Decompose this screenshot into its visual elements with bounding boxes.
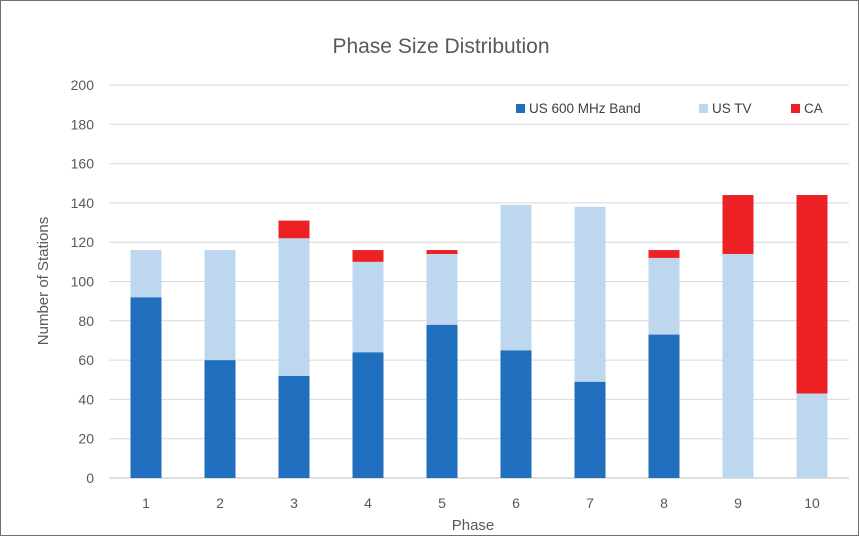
bar-segment	[204, 360, 236, 478]
legend-label: CA	[804, 101, 823, 116]
x-tick-label: 6	[512, 495, 520, 511]
y-tick-label: 0	[86, 470, 94, 486]
x-axis-ticks: 1 2 3 4 5 6 7 8 9 10	[142, 495, 820, 511]
x-tick-label: 10	[804, 495, 820, 511]
y-tick-label: 60	[78, 352, 94, 368]
x-axis-label: Phase	[452, 517, 495, 534]
bar-segment	[352, 261, 384, 353]
bar-segment	[648, 257, 680, 335]
bar-segment	[722, 195, 754, 254]
legend: US 600 MHz Band US TV CA	[516, 101, 823, 116]
chart-title: Phase Size Distribution	[332, 35, 549, 58]
x-tick-label: 9	[734, 495, 742, 511]
x-tick-label: 4	[364, 495, 372, 511]
bar-segment	[278, 220, 310, 239]
bar-segment	[574, 381, 606, 478]
bar-segment	[352, 352, 384, 478]
bar-segment	[796, 195, 828, 394]
x-tick-label: 5	[438, 495, 446, 511]
bar-segment	[204, 250, 236, 361]
bar-segment	[648, 250, 680, 258]
y-axis-ticks: 0 20 40 60 80 100 120 140 160 180 200	[71, 77, 95, 486]
legend-swatch	[791, 104, 800, 113]
y-tick-label: 120	[71, 234, 95, 250]
bar-segment	[426, 253, 458, 325]
bar-segment	[130, 297, 162, 478]
y-tick-label: 180	[71, 116, 95, 132]
bar-segment	[796, 393, 828, 478]
y-tick-label: 40	[78, 391, 94, 407]
bar-segment	[500, 204, 532, 351]
bar-segment	[130, 250, 162, 298]
legend-swatch	[516, 104, 525, 113]
bar-segment	[278, 375, 310, 478]
y-tick-label: 100	[71, 274, 95, 290]
legend-label: US TV	[712, 101, 752, 116]
y-tick-label: 160	[71, 156, 95, 172]
legend-label: US 600 MHz Band	[529, 101, 641, 116]
bar-segment	[278, 238, 310, 376]
bar-segment	[648, 334, 680, 478]
bar-segment	[574, 206, 606, 382]
y-tick-label: 20	[78, 431, 94, 447]
bars	[130, 195, 828, 478]
bar-segment	[722, 253, 754, 478]
y-tick-label: 140	[71, 195, 95, 211]
bar-segment	[352, 250, 384, 262]
y-tick-label: 200	[71, 77, 95, 93]
x-tick-label: 2	[216, 495, 224, 511]
x-tick-label: 1	[142, 495, 150, 511]
x-tick-label: 8	[660, 495, 668, 511]
y-tick-label: 80	[78, 313, 94, 329]
bar-segment	[426, 250, 458, 254]
x-tick-label: 7	[586, 495, 594, 511]
legend-swatch	[699, 104, 708, 113]
bar-segment	[500, 350, 532, 478]
bar-segment	[426, 324, 458, 478]
y-axis-label: Number of Stations	[35, 217, 52, 345]
x-tick-label: 3	[290, 495, 298, 511]
